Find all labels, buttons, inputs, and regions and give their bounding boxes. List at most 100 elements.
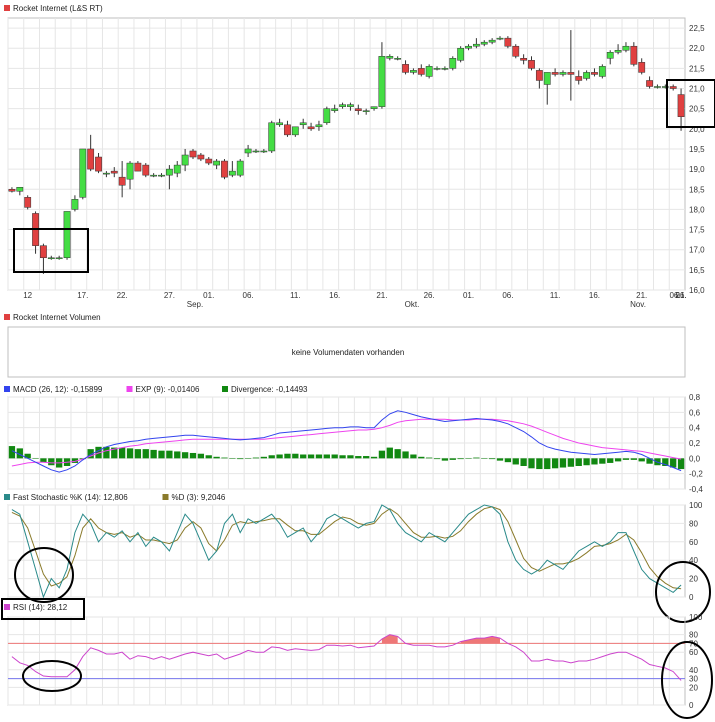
macd-line <box>11 410 682 473</box>
candle-body <box>118 176 126 186</box>
divergence-bar <box>252 457 260 459</box>
divergence-bar <box>457 458 464 460</box>
candle-body <box>417 68 425 75</box>
macd-y-tick-label: 0,4 <box>689 424 701 433</box>
candle-body <box>299 122 307 126</box>
divergence-bar <box>520 458 527 466</box>
candle-body <box>323 108 331 124</box>
divergence-bar <box>465 458 472 459</box>
price-month-label: Sep. <box>187 300 203 309</box>
candle-body <box>126 162 134 180</box>
candle-body <box>410 70 417 73</box>
divergence-bar <box>583 458 590 466</box>
divergence-bar <box>599 458 606 464</box>
candle-body <box>559 72 567 75</box>
divergence-bar <box>276 454 283 459</box>
candle-body <box>630 45 638 65</box>
divergence-bar <box>284 453 291 459</box>
price-x-tick-label: 22. <box>117 291 128 300</box>
candle-body <box>591 72 598 75</box>
divergence-bar <box>528 458 535 469</box>
candle-body <box>276 122 283 126</box>
divergence-bar <box>536 458 543 470</box>
legend-entry: MACD (26, 12): -0,15899 <box>13 385 103 394</box>
price-title: Rocket Internet (L&S RT) <box>13 4 103 13</box>
price-y-tick-label: 16,5 <box>689 266 705 275</box>
volume-empty-message: keine Volumendaten vorhanden <box>292 348 405 357</box>
stoch-y-tick-label: 80 <box>689 519 698 528</box>
divergence-bar <box>347 455 354 459</box>
candle-body <box>496 37 504 40</box>
price-month-label: Nov. <box>630 300 646 309</box>
divergence-bar <box>40 458 47 463</box>
price-y-tick-label: 21,0 <box>689 85 705 94</box>
legend-entry: %D (3): 9,2046 <box>172 493 226 502</box>
price-x-tick-label: 27. <box>164 291 175 300</box>
divergence-bar <box>394 449 401 459</box>
price-x-tick-label: 21. <box>636 291 647 300</box>
divergence-bar <box>331 454 338 459</box>
rsi-y-tick-label: 20 <box>689 683 698 692</box>
price-y-tick-label: 19,5 <box>689 145 705 154</box>
price-y-tick-label: 22,5 <box>689 24 705 33</box>
macd-y-tick-label: 0,8 <box>689 393 701 402</box>
rsi-y-tick-label: 40 <box>689 666 698 675</box>
candle-body <box>103 172 110 175</box>
candle-body <box>386 56 394 59</box>
legend-swatch <box>4 494 10 500</box>
stochastic-plot-frame <box>7 504 686 598</box>
divergence-bar <box>174 451 181 459</box>
divergence-bar <box>71 458 79 463</box>
divergence-bar <box>638 458 645 462</box>
candle-body <box>512 45 520 57</box>
candle-body <box>449 58 457 69</box>
divergence-bar <box>237 458 244 460</box>
candle-body <box>150 174 158 177</box>
legend-swatch <box>4 386 10 392</box>
price-y-tick-label: 19,0 <box>689 165 705 174</box>
candle-body <box>622 45 630 51</box>
price-y-tick-label: 17,5 <box>689 226 705 235</box>
candle-body <box>370 106 378 109</box>
candle-body <box>291 126 299 136</box>
divergence-bar <box>433 458 441 460</box>
candle-body <box>260 150 268 153</box>
price-x-tick-label: 01. <box>203 291 214 300</box>
divergence-bar <box>87 449 94 459</box>
candle-body <box>307 126 315 130</box>
price-legend-swatch <box>4 5 10 11</box>
candle-body <box>221 160 228 178</box>
divergence-bar <box>268 455 275 459</box>
price-x-tick-label: 17. <box>77 291 88 300</box>
rsi-overbought-fill <box>460 636 500 644</box>
divergence-bar <box>496 458 504 461</box>
divergence-bar <box>488 458 496 460</box>
candle-body <box>646 80 653 87</box>
divergence-bar <box>339 455 346 459</box>
divergence-bar <box>622 458 630 460</box>
candle-body <box>228 170 236 176</box>
candle-body <box>284 124 291 136</box>
divergence-bar <box>126 448 134 459</box>
candle-body <box>24 197 32 208</box>
candle-body <box>480 41 488 45</box>
stoch-y-tick-label: 60 <box>689 538 698 547</box>
candle-body <box>236 160 244 176</box>
divergence-bar <box>363 456 370 459</box>
candle-body <box>181 154 189 166</box>
divergence-bar <box>181 452 189 459</box>
exp-line <box>11 418 682 467</box>
divergence-bar <box>670 458 677 468</box>
candle-body <box>55 257 63 260</box>
divergence-bar <box>158 450 165 459</box>
legend-swatch <box>222 386 228 392</box>
annotation-box-low <box>13 228 89 273</box>
price-x-tick-label: 01. <box>463 291 474 300</box>
candle-body <box>244 148 252 154</box>
candle-body <box>488 39 496 43</box>
volume-panel: Rocket Internet Volumen keine Volumendat… <box>4 313 686 378</box>
candle-body <box>71 199 79 210</box>
legend-swatch <box>126 386 133 392</box>
divergence-bar <box>677 458 685 470</box>
divergence-bar <box>8 446 16 459</box>
